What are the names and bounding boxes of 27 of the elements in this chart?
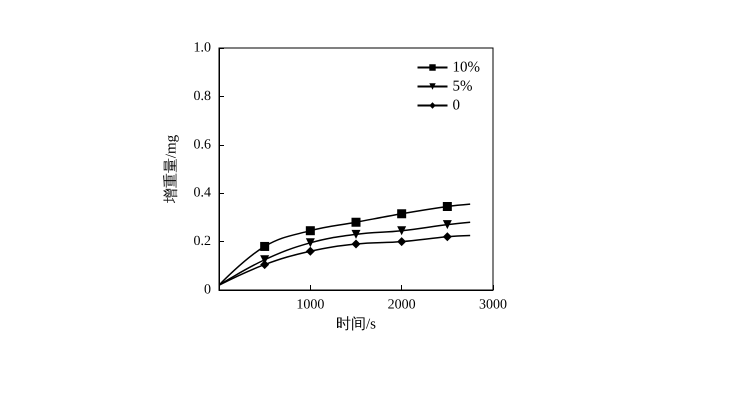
point xyxy=(442,232,452,242)
x-tick-label: 1000 xyxy=(296,298,324,312)
y-tick-label: 0.2 xyxy=(194,234,211,250)
y-tick-label: 0.6 xyxy=(194,137,211,152)
point xyxy=(397,209,406,218)
y-axis-title: 增重量/mg xyxy=(162,134,180,204)
point xyxy=(352,240,360,249)
y-tick-label: 0 xyxy=(204,282,211,298)
point xyxy=(306,226,315,236)
x-axis-title: 时间/s xyxy=(336,315,376,332)
point xyxy=(442,202,452,212)
point xyxy=(260,242,270,251)
point xyxy=(306,238,315,248)
legend-label: 0 xyxy=(452,98,460,114)
legend-label: 10% xyxy=(452,60,480,76)
point xyxy=(397,237,406,246)
x-tick-label: 3000 xyxy=(479,298,507,312)
point xyxy=(306,246,315,256)
point xyxy=(352,230,360,239)
point xyxy=(397,226,406,236)
y-tick-label: 0.4 xyxy=(194,186,211,201)
point xyxy=(352,218,360,227)
point xyxy=(442,220,452,230)
legend-label: 5% xyxy=(452,78,473,94)
x-tick-label: 2000 xyxy=(388,298,416,312)
y-tick-label: 0.8 xyxy=(194,88,211,104)
y-tick-label: 1.0 xyxy=(194,40,211,56)
